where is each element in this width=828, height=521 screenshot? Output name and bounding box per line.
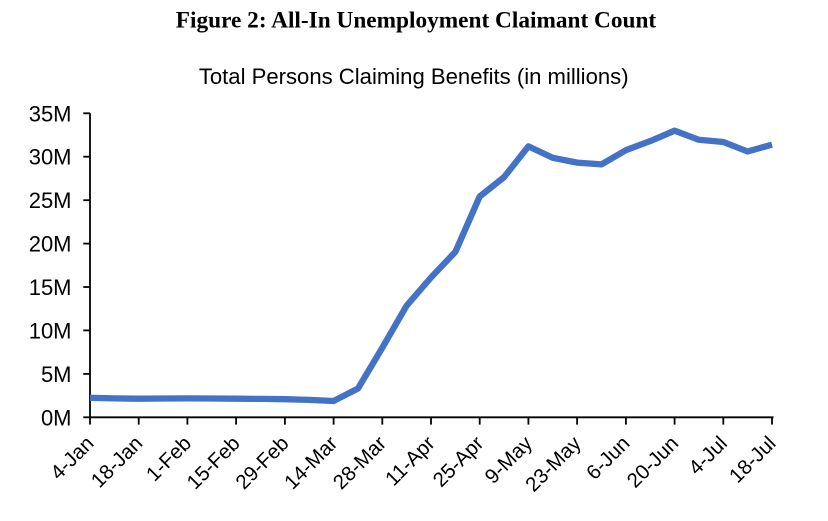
svg-text:35M: 35M bbox=[29, 101, 72, 126]
svg-text:20M: 20M bbox=[29, 232, 72, 257]
svg-text:30M: 30M bbox=[29, 145, 72, 170]
svg-text:5M: 5M bbox=[41, 362, 72, 387]
svg-text:15M: 15M bbox=[29, 275, 72, 300]
svg-text:Figure 2: All-In Unemployment: Figure 2: All-In Unemployment Claimant C… bbox=[176, 8, 657, 34]
svg-text:0M: 0M bbox=[41, 405, 72, 430]
svg-text:Total Persons Claiming Benefit: Total Persons Claiming Benefits (in mill… bbox=[199, 64, 629, 89]
svg-text:10M: 10M bbox=[29, 318, 72, 343]
svg-text:25M: 25M bbox=[29, 188, 72, 213]
